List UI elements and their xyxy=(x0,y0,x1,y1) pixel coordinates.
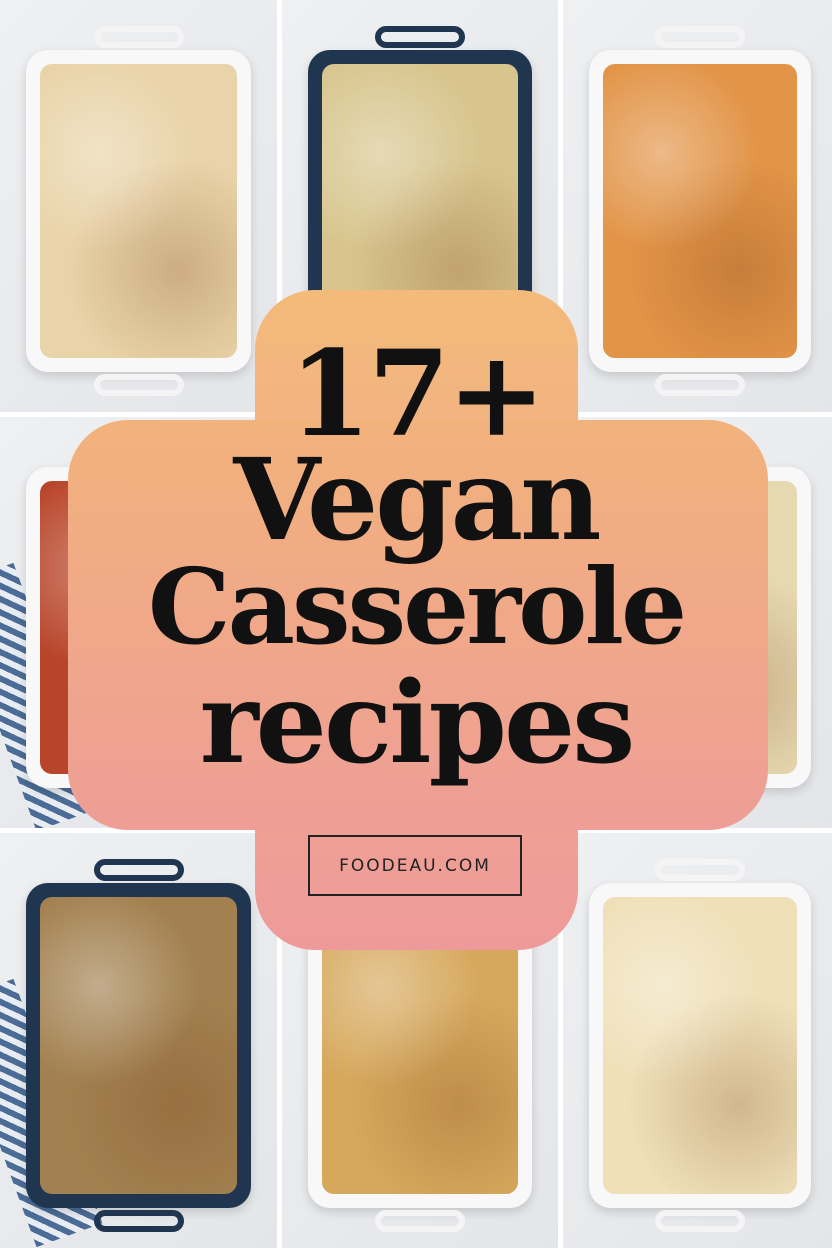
dish-handle xyxy=(93,859,184,881)
casserole-dish xyxy=(26,859,251,1232)
title-line-2: Vegan xyxy=(233,435,601,566)
casserole-dish xyxy=(589,26,811,396)
badge-shape-horizontal xyxy=(68,420,768,830)
casserole-dish xyxy=(26,26,251,396)
casserole-photo xyxy=(563,0,832,412)
website-label[interactable]: FOODEAU.COM xyxy=(308,835,522,896)
dish-handle xyxy=(375,1210,465,1232)
dish-handle xyxy=(93,1210,184,1232)
dish-handle xyxy=(655,1210,745,1232)
dish-handle xyxy=(655,26,745,48)
dish-handle xyxy=(375,26,465,48)
dish-handle xyxy=(655,374,745,396)
casserole-food xyxy=(40,897,237,1194)
title-line-1: 17+ xyxy=(288,324,546,463)
casserole-food xyxy=(40,64,237,358)
dish-handle xyxy=(655,859,745,881)
casserole-photo xyxy=(0,833,277,1248)
casserole-photo xyxy=(0,0,277,412)
title-line-4: recipes xyxy=(199,658,636,789)
casserole-food xyxy=(603,897,797,1194)
casserole-food xyxy=(603,64,797,358)
title-line-3: Casserole xyxy=(147,545,687,668)
casserole-dish xyxy=(589,859,811,1232)
dish-handle xyxy=(93,26,184,48)
dish-handle xyxy=(93,374,184,396)
casserole-photo xyxy=(563,833,832,1248)
